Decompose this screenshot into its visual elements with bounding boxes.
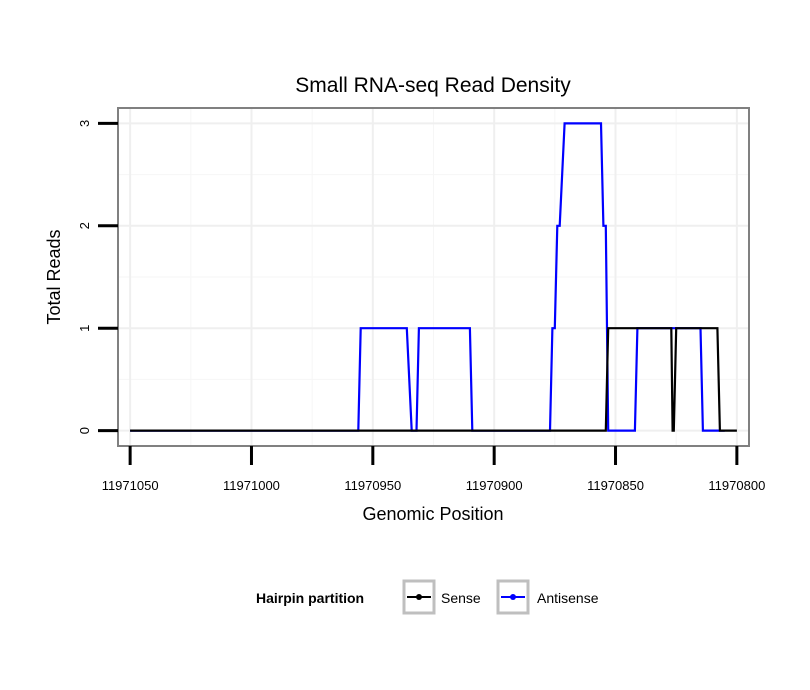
x-tick-label: 11970850: [587, 478, 644, 493]
y-axis-title: Total Reads: [44, 229, 64, 324]
legend-point-antisense: [510, 594, 516, 600]
x-tick-label: 11970950: [344, 478, 401, 493]
series-layer: [130, 122, 737, 432]
x-axis-title: Genomic Position: [362, 504, 503, 524]
legend: Hairpin partition Sense Antisense: [256, 579, 599, 615]
y-tick-label: 2: [77, 222, 92, 229]
y-tick-label: 1: [77, 325, 92, 332]
y-axis: 0 1 2 3: [77, 120, 118, 434]
legend-item-antisense: Antisense: [496, 579, 599, 615]
plot-border: [117, 107, 750, 447]
x-tick-label: 11970800: [708, 478, 765, 493]
x-tick-label: 11970900: [466, 478, 523, 493]
series-line-sense: [130, 327, 737, 432]
legend-label-sense: Sense: [441, 590, 481, 606]
legend-point-sense: [416, 594, 422, 600]
y-tick-label: 0: [77, 427, 92, 434]
chart-title: Small RNA-seq Read Density: [295, 74, 571, 97]
legend-label-antisense: Antisense: [537, 590, 599, 606]
legend-title: Hairpin partition: [256, 590, 364, 606]
x-tick-label: 11971050: [102, 478, 159, 493]
legend-item-sense: Sense: [402, 579, 481, 615]
x-tick-label: 11971000: [223, 478, 280, 493]
x-axis: 11971050 11971000 11970950 11970900 11970850…: [102, 446, 765, 493]
y-tick-label: 3: [77, 120, 92, 127]
